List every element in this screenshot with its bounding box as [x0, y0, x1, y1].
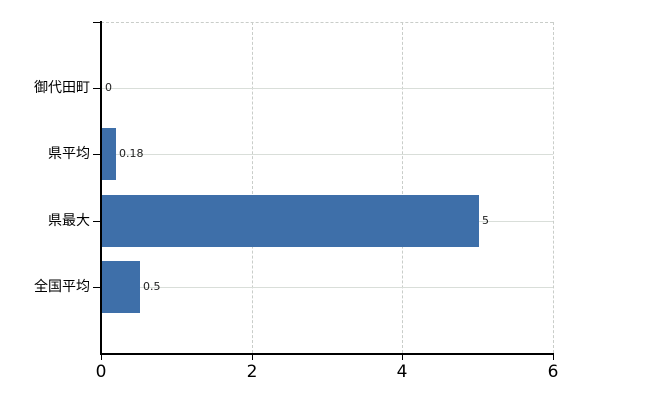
- value-label: 0.5: [143, 280, 161, 293]
- value-label: 0: [105, 81, 112, 94]
- category-label: 県最大: [48, 213, 90, 229]
- value-label: 0.18: [119, 147, 144, 160]
- x-axis-tick: [402, 355, 403, 360]
- y-axis-tick: [93, 22, 100, 23]
- category-label: 御代田町: [34, 80, 90, 96]
- category-gridline: [101, 88, 553, 89]
- x-tick-label: 6: [547, 362, 559, 382]
- x-gridline: [402, 22, 403, 353]
- x-tick-label: 0: [95, 362, 107, 382]
- bar: [102, 195, 479, 247]
- category-gridline: [101, 154, 553, 155]
- category-gridline: [101, 287, 553, 288]
- x-axis-tick: [101, 355, 102, 360]
- value-label: 5: [482, 214, 489, 227]
- x-tick-label: 4: [396, 362, 408, 382]
- y-axis-tick: [93, 88, 100, 89]
- y-axis-line: [100, 21, 102, 355]
- plot-top-border: [101, 22, 553, 23]
- x-tick-label: 2: [246, 362, 258, 382]
- y-axis-tick: [93, 221, 100, 222]
- x-axis-line: [100, 353, 554, 355]
- bar: [102, 261, 140, 313]
- x-gridline: [252, 22, 253, 353]
- y-axis-tick: [93, 154, 100, 155]
- category-label: 全国平均: [34, 279, 90, 295]
- x-gridline: [553, 22, 554, 353]
- bar: [102, 128, 116, 180]
- y-axis-tick: [93, 287, 100, 288]
- category-label: 県平均: [48, 146, 90, 162]
- x-axis-tick: [553, 355, 554, 360]
- x-axis-tick: [252, 355, 253, 360]
